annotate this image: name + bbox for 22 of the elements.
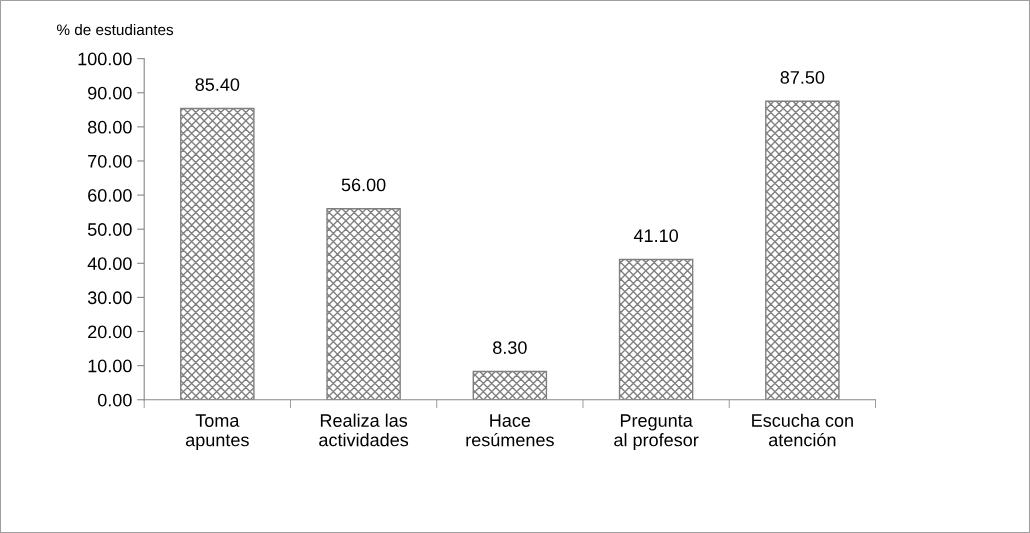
- x-tick-label: Escucha con atención: [752, 413, 853, 447]
- y-tick-label: 100.00: [78, 52, 132, 66]
- y-tick-label: 50.00: [87, 223, 132, 236]
- y-axis-title: % de estudiantes: [56, 23, 174, 36]
- y-tick-label: 0.00: [97, 393, 132, 407]
- y-tick-label: 20.00: [88, 325, 132, 339]
- x-tick-label: Toma apuntes: [185, 414, 249, 450]
- y-tick-label: 60.00: [88, 189, 132, 202]
- x-tick-label: Hace resúmenes: [466, 414, 554, 447]
- data-label: 8.30: [493, 341, 527, 354]
- x-tick-label: Realiza las actividades: [319, 413, 409, 447]
- y-tick-label: 30.00: [87, 291, 132, 305]
- data-label: 87.50: [780, 71, 825, 84]
- data-label: 41.10: [633, 229, 678, 243]
- data-label: 85.40: [195, 78, 240, 91]
- data-label: 56.00: [341, 178, 386, 192]
- y-tick-label: 40.00: [87, 257, 132, 271]
- y-tick-label: 90.00: [88, 86, 132, 100]
- y-tick-label: 80.00: [88, 120, 132, 134]
- y-tick-label: 70.00: [88, 154, 132, 168]
- y-tick-label: 10.00: [88, 359, 132, 373]
- x-tick-label: Pregunta al profesor: [614, 414, 699, 450]
